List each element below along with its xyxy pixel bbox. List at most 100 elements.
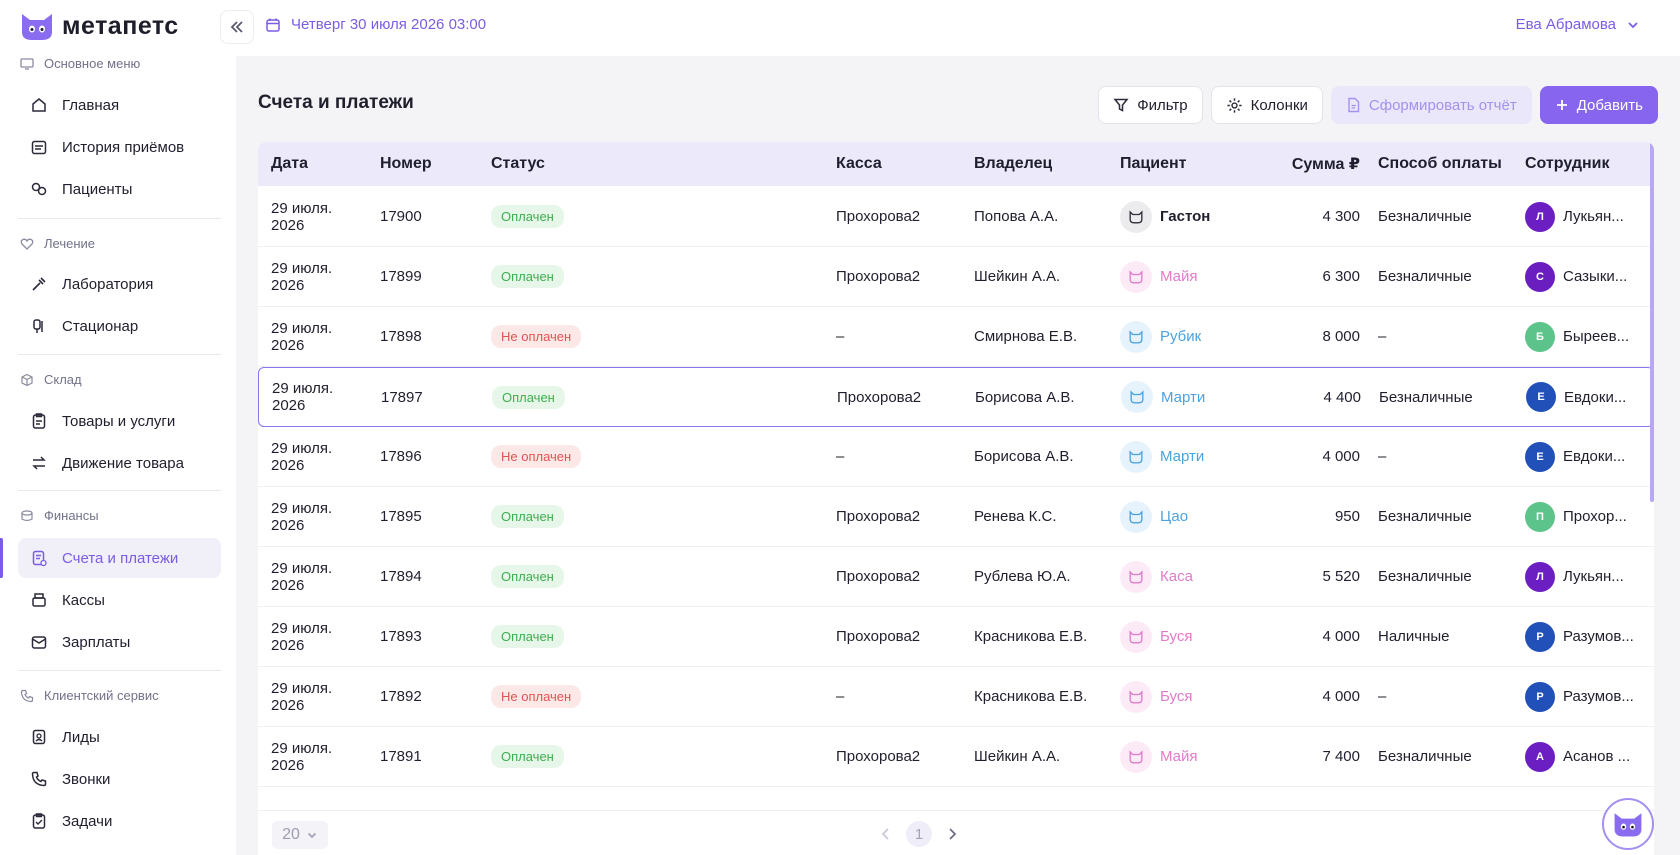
filter-button[interactable]: Фильтр xyxy=(1098,86,1203,124)
toolbar: Фильтр Колонки Сформировать отчёт Добави… xyxy=(1098,86,1658,124)
user-menu[interactable]: Ева Абрамова xyxy=(1516,16,1640,33)
table-row[interactable]: 29 июля. 2026 17899 Оплачен Прохорова2 Шейки… xyxy=(258,247,1654,307)
cell-patient[interactable]: Рубик xyxy=(1120,307,1270,366)
pet-icon xyxy=(1120,260,1152,293)
cell-owner: Попова А.А. xyxy=(974,208,1059,225)
columns-button[interactable]: Колонки xyxy=(1210,86,1323,124)
cell-patient[interactable]: Марти xyxy=(1120,427,1270,486)
cell-kassa: Прохорова2 xyxy=(836,568,921,585)
employee-name: Евдоки... xyxy=(1564,388,1627,406)
patient-name: Майя xyxy=(1160,268,1198,285)
sidebar-item-bills[interactable]: Счета и платежи xyxy=(18,538,221,578)
scrollbar[interactable] xyxy=(1650,142,1654,855)
cell-patient[interactable]: Каса xyxy=(1120,547,1270,606)
cell-sum: 4 000 xyxy=(1322,628,1360,645)
employee-name: Лукьян... xyxy=(1563,208,1624,225)
patient-name: Марти xyxy=(1161,388,1206,406)
table-row[interactable]: 29 июля. 2026 17897 Оплачен Прохорова2 Борис… xyxy=(258,367,1654,427)
column-header-status[interactable]: Статус xyxy=(491,155,545,172)
cell-kassa: Прохорова2 xyxy=(836,208,921,225)
current-date: Четверг 30 июля 2026 03:00 xyxy=(291,16,487,33)
cell-employee: Л Лукьян... xyxy=(1525,187,1645,246)
sidebar-item-home[interactable]: Главная xyxy=(18,85,221,125)
table-row[interactable]: 29 июля. 2026 17898 Не оплачен – Смирнова Е.… xyxy=(258,307,1654,367)
table-row[interactable]: 29 июля. 2026 17893 Оплачен Прохорова2 Красн… xyxy=(258,607,1654,667)
cell-status: Оплачен xyxy=(491,187,821,246)
main-content: Счета и платежи Фильтр Колонки Сформиров… xyxy=(236,56,1680,855)
scrollbar-thumb[interactable] xyxy=(1650,142,1654,502)
chevron-left-icon[interactable] xyxy=(878,826,894,842)
cell-patient[interactable]: Марти xyxy=(1121,368,1271,426)
employee-name: Разумов... xyxy=(1563,688,1634,705)
patient-name: Буся xyxy=(1160,688,1193,705)
status-badge: Оплачен xyxy=(491,625,564,648)
column-header-date[interactable]: Дата xyxy=(271,155,309,172)
cell-number: 17897 xyxy=(381,388,423,406)
logo[interactable]: метапетс xyxy=(18,10,179,42)
divider xyxy=(18,670,221,671)
column-header-kassa[interactable]: Касса xyxy=(836,155,882,172)
cell-payment-method: Безналичные xyxy=(1379,388,1473,406)
cell-owner: Красникова Е.В. xyxy=(974,688,1088,705)
cell-sum: 7 400 xyxy=(1322,748,1360,765)
cell-patient[interactable]: Майя xyxy=(1120,727,1270,786)
cell-status: Оплачен xyxy=(492,368,822,426)
clipboard-icon xyxy=(32,413,46,429)
top-header: метапетс Четверг 30 июля 2026 03:00 Ева … xyxy=(0,0,1680,56)
cell-employee: С Сазыки... xyxy=(1525,247,1645,306)
arrows-exchange-icon xyxy=(32,456,46,470)
cell-employee: Е Евдоки... xyxy=(1526,368,1646,426)
sidebar-item-leads[interactable]: Лиды xyxy=(18,717,221,757)
cell-payment-method: – xyxy=(1378,328,1387,345)
page-size-select[interactable]: 20 xyxy=(272,821,328,849)
table-row[interactable]: 29 июля. 2026 17896 Не оплачен – Борисова А.… xyxy=(258,427,1654,487)
section-title-warehouse: Склад xyxy=(20,372,82,387)
chevron-right-icon[interactable] xyxy=(944,826,960,842)
sidebar-item-history[interactable]: История приёмов xyxy=(18,127,221,167)
cell-status: Оплачен xyxy=(491,727,821,786)
sidebar-item-goods[interactable]: Товары и услуги xyxy=(18,401,221,441)
page-number[interactable]: 1 xyxy=(906,821,932,847)
sidebar-item-salaries[interactable]: Зарплаты xyxy=(18,622,221,662)
column-header-patient[interactable]: Пациент xyxy=(1120,155,1187,172)
table-row[interactable]: 29 июля. 2026 17900 Оплачен Прохорова2 Попов… xyxy=(258,187,1654,247)
document-icon xyxy=(1348,97,1360,113)
cell-employee: Е Евдоки... xyxy=(1525,427,1645,486)
date-display[interactable]: Четверг 30 июля 2026 03:00 xyxy=(265,16,486,33)
cell-patient[interactable]: Буся xyxy=(1120,667,1270,726)
cell-number: 17900 xyxy=(380,208,422,225)
table-row[interactable]: 29 июля. 2026 17894 Оплачен Прохорова2 Рубле… xyxy=(258,547,1654,607)
avatar: Е xyxy=(1526,382,1556,412)
generate-report-button[interactable]: Сформировать отчёт xyxy=(1330,86,1532,124)
cell-kassa: Прохорова2 xyxy=(836,268,921,285)
column-header-owner[interactable]: Владелец xyxy=(974,155,1053,172)
cell-patient[interactable]: Майя xyxy=(1120,247,1270,306)
column-header-number[interactable]: Номер xyxy=(380,155,432,172)
sidebar-item-laboratory[interactable]: Лаборатория xyxy=(18,264,221,304)
sidebar-item-cashboxes[interactable]: Кассы xyxy=(18,580,221,620)
cell-employee: А Асанов ... xyxy=(1525,727,1645,786)
sidebar-item-calls[interactable]: Звонки xyxy=(18,759,221,799)
cell-patient[interactable]: Гастон xyxy=(1120,187,1270,246)
table-row[interactable]: 29 июля. 2026 17895 Оплачен Прохорова2 Ренев… xyxy=(258,487,1654,547)
sidebar-item-tasks[interactable]: Задачи xyxy=(18,801,221,841)
status-badge: Оплачен xyxy=(491,745,564,768)
cell-date: 29 июля. 2026 xyxy=(271,259,333,294)
collapse-sidebar-button[interactable] xyxy=(220,10,254,44)
add-button[interactable]: Добавить xyxy=(1539,86,1658,124)
table-row[interactable]: 29 июля. 2026 17892 Не оплачен – Красникова … xyxy=(258,667,1654,727)
cell-patient[interactable]: Буся xyxy=(1120,607,1270,666)
assistant-bot-button[interactable] xyxy=(1602,798,1654,850)
status-badge: Не оплачен xyxy=(491,685,582,708)
cell-sum: 950 xyxy=(1334,508,1360,525)
column-header-sum[interactable]: Сумма ₽ xyxy=(1291,156,1360,173)
sidebar-item-patients[interactable]: Пациенты xyxy=(18,169,221,209)
column-header-employee[interactable]: Сотрудник xyxy=(1525,155,1610,172)
sidebar-item-movement[interactable]: Движение товара xyxy=(18,443,221,483)
sidebar-item-hospital[interactable]: Стационар xyxy=(18,306,221,346)
cell-patient[interactable]: Цао xyxy=(1120,487,1270,546)
cell-sum: 8 000 xyxy=(1322,328,1360,345)
cell-payment-method: Наличные xyxy=(1378,628,1450,645)
column-header-payment-method[interactable]: Способ оплаты xyxy=(1378,155,1502,172)
table-row[interactable]: 29 июля. 2026 17891 Оплачен Прохорова2 Шейки… xyxy=(258,727,1654,787)
